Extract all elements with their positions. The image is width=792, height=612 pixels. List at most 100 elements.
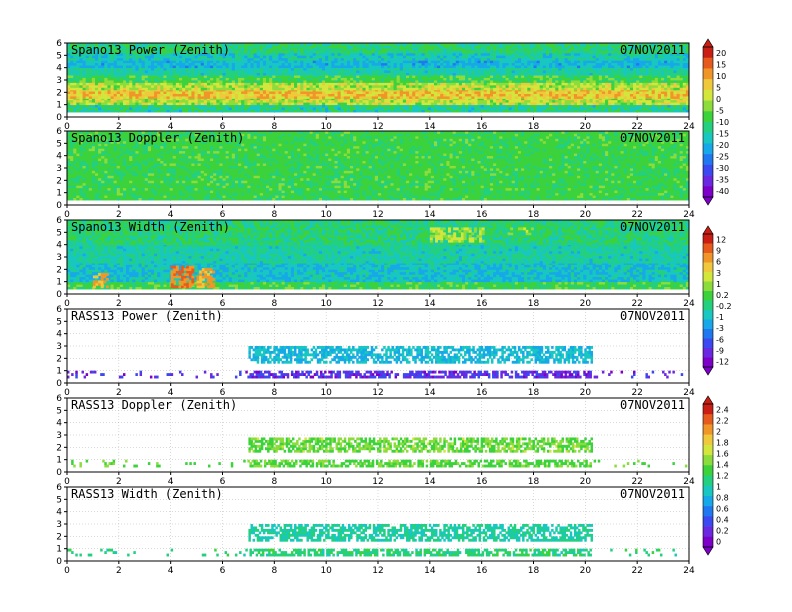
data-cell — [256, 99, 261, 103]
data-cell — [315, 82, 320, 86]
data-cell — [682, 70, 687, 73]
data-cell — [468, 84, 472, 88]
data-cell — [384, 84, 388, 88]
data-cell — [508, 104, 513, 108]
data-cell — [558, 62, 562, 66]
data-cell — [561, 70, 565, 73]
data-cell — [191, 65, 195, 69]
data-cell — [166, 70, 171, 73]
data-cell — [284, 55, 289, 59]
data-cell — [337, 52, 342, 56]
data-cell — [502, 84, 506, 88]
data-cell — [206, 104, 211, 108]
data-cell — [461, 99, 466, 103]
data-cell — [567, 84, 572, 88]
data-cell — [499, 57, 503, 61]
data-cell — [98, 82, 102, 86]
data-cell — [567, 80, 572, 83]
data-cell — [312, 77, 317, 81]
data-cell — [521, 99, 525, 103]
data-cell — [250, 62, 254, 66]
data-cell — [583, 93, 587, 97]
data-cell — [272, 93, 276, 97]
data-cell — [113, 82, 118, 86]
data-cell — [353, 104, 357, 108]
data-cell — [536, 87, 541, 91]
data-cell — [169, 67, 174, 71]
data-cell — [427, 77, 432, 81]
data-cell — [517, 55, 522, 59]
data-cell — [405, 72, 410, 76]
data-cell — [542, 87, 547, 91]
data-cell — [623, 109, 628, 113]
data-cell — [300, 60, 304, 64]
data-cell — [91, 55, 96, 59]
data-cell — [175, 62, 180, 66]
data-cell — [353, 52, 357, 56]
data-cell — [275, 75, 279, 78]
data-cell — [601, 52, 606, 56]
data-cell — [116, 52, 121, 56]
data-cell — [489, 93, 494, 97]
data-cell — [135, 96, 139, 99]
data-cell — [328, 91, 332, 94]
data-cell — [468, 77, 472, 81]
data-cell — [679, 67, 684, 71]
data-cell — [250, 57, 254, 61]
data-cell — [126, 70, 130, 73]
data-cell — [629, 52, 634, 56]
data-cell — [580, 107, 584, 110]
data-cell — [169, 77, 174, 81]
data-cell — [94, 77, 99, 81]
data-cell — [191, 62, 195, 66]
data-cell — [564, 102, 569, 106]
data-cell — [294, 62, 298, 66]
data-cell — [527, 104, 531, 108]
data-cell — [294, 80, 298, 83]
data-cell — [281, 87, 286, 91]
data-cell — [592, 107, 597, 110]
data-cell — [107, 65, 111, 69]
data-cell — [455, 77, 460, 81]
data-cell — [405, 57, 410, 61]
data-cell — [262, 91, 267, 94]
data-cell — [359, 104, 363, 108]
data-cell — [150, 99, 155, 103]
data-cell — [126, 62, 130, 66]
data-cell — [633, 93, 637, 97]
data-cell — [219, 84, 223, 88]
data-cell — [266, 55, 270, 59]
data-cell — [570, 62, 575, 66]
data-cell — [94, 84, 99, 88]
data-cell — [654, 104, 659, 108]
data-cell — [573, 93, 578, 97]
data-cell — [530, 96, 534, 99]
data-cell — [570, 52, 575, 56]
data-cell — [222, 65, 227, 69]
data-cell — [567, 62, 572, 66]
data-cell — [219, 82, 223, 86]
data-cell — [79, 82, 83, 86]
data-cell — [222, 60, 227, 64]
data-cell — [418, 77, 422, 81]
data-cell — [213, 57, 217, 61]
data-cell — [633, 104, 637, 108]
data-cell — [272, 104, 276, 108]
data-cell — [284, 109, 289, 113]
data-cell — [141, 93, 146, 97]
data-cell — [331, 75, 335, 78]
data-cell — [203, 77, 208, 81]
data-cell — [573, 70, 578, 73]
data-cell — [577, 96, 581, 99]
data-cell — [427, 87, 432, 91]
data-cell — [160, 91, 164, 94]
data-cell — [210, 55, 214, 59]
data-cell — [331, 96, 335, 99]
data-cell — [549, 57, 553, 61]
data-cell — [378, 104, 382, 108]
data-cell — [157, 96, 161, 99]
data-cell — [210, 70, 214, 73]
data-cell — [182, 91, 186, 94]
data-cell — [592, 91, 597, 94]
data-cell — [636, 107, 640, 110]
